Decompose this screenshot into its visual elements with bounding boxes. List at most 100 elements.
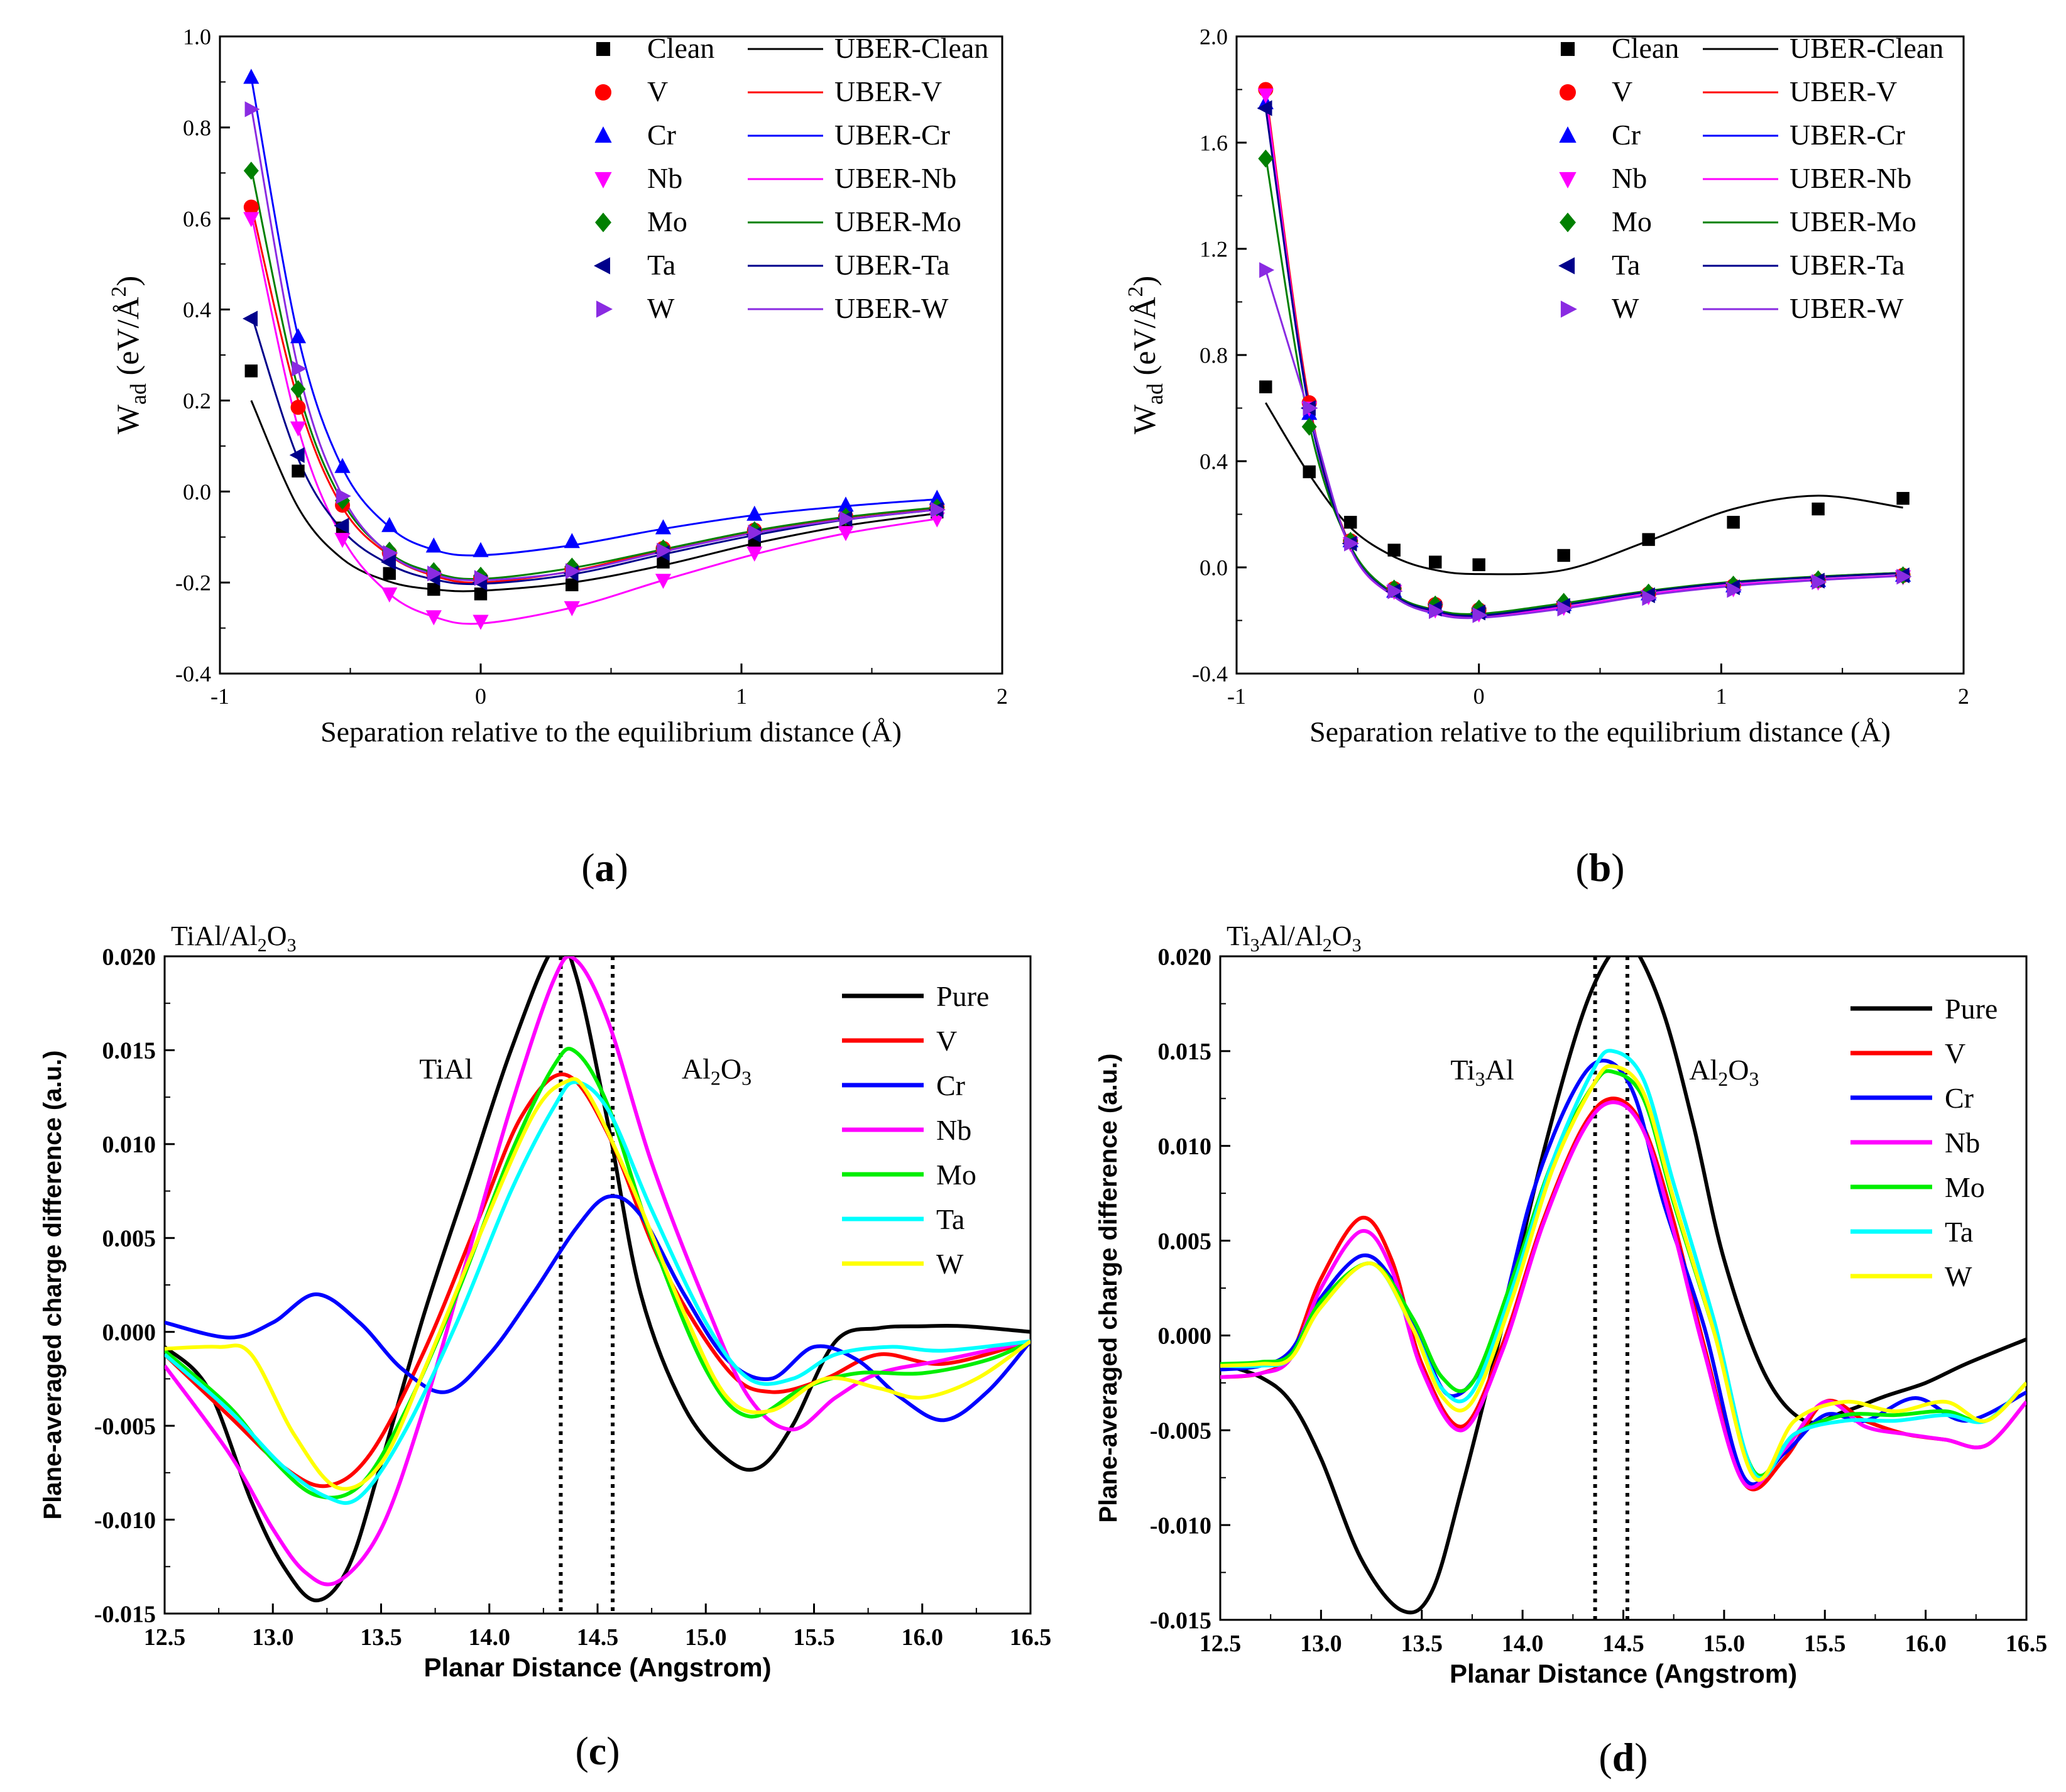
y-tick-label: 0.020 [1158,944,1212,970]
data-point-w [566,563,581,579]
legend-label: Pure [1945,993,1998,1025]
legend-label: UBER-Cr [1790,119,1905,151]
region-sub2: 3 [741,1066,752,1089]
data-point-clean [292,464,305,478]
legend-label: W [1612,292,1639,324]
x-axis-label: Separation relative to the equilibrium d… [320,716,902,748]
panel-label: (b) [1575,845,1624,890]
x-tick-label: 15.0 [685,1624,727,1651]
y-tick-label: 2.0 [1200,25,1228,50]
legend-label: Mo [936,1159,976,1191]
y-label-sub: ad [1142,383,1167,405]
y-tick-label: 0.4 [1200,449,1228,474]
x-tick-label: 13.0 [1300,1631,1342,1657]
y-label-angstrom: Å [110,297,145,320]
series-line-v [1220,1096,2026,1492]
region-label: Al2O3 [1689,1054,1759,1090]
data-point-clean [1344,515,1357,529]
x-tick-label: -1 [210,684,229,709]
legend-marker-mo [1560,212,1576,232]
y-label-sub: ad [126,383,151,405]
chart-title: Ti3Al/Al2O3 [1227,921,1362,956]
x-tick-label: 0 [475,684,486,709]
data-point-w [657,542,672,559]
plot-area [243,68,946,630]
series-line-w [165,1077,1030,1491]
plot-area [1257,82,1912,623]
legend-label: UBER-V [1790,75,1897,107]
data-point-cr [746,505,763,521]
data-point-mo [243,161,259,180]
title-end: O [267,921,287,951]
y-tick-label: 1.6 [1200,131,1228,156]
y-tick-label: 1.0 [183,25,211,50]
y-tick-label: 0.015 [102,1038,156,1064]
data-point-cr [425,537,442,553]
title-main: Ti [1227,921,1250,951]
x-tick-label: 16.5 [2006,1631,2048,1657]
panel-paren: ( [575,1729,588,1773]
legend-label: UBER-Mo [1790,205,1916,238]
data-point-clean [1387,544,1401,557]
chart-panel-d: 12.5 13.0 13.5 14.0 14.5 15.0 15.5 16.0 16.5 -0.0… [1095,921,2047,1779]
data-point-w [427,565,443,582]
data-point-nb [655,574,672,589]
region-main: TiAl [419,1052,473,1084]
y-label-sup: 2 [107,287,131,297]
legend-label: UBER-Ta [834,249,949,281]
y-label-sup: 2 [1124,287,1147,297]
data-point-cr [334,457,351,473]
panel-letter: b [1589,845,1612,890]
data-point-w [748,524,763,541]
data-point-clean [566,578,579,591]
y-tick-label: 0.6 [183,206,211,231]
data-point-clean [1303,465,1316,479]
y-tick-label: -0.010 [94,1507,156,1534]
legend-label: Nb [647,162,682,194]
x-tick-label: 13.5 [360,1624,402,1651]
y-tick-label: 0.8 [183,115,211,140]
panel-label: (a) [581,845,628,890]
chart-panel-c: 12.5 13.0 13.5 14.0 14.5 15.0 15.5 16.0 16.5 -0.0… [39,921,1051,1773]
y-tick-label: 0.0 [1200,555,1228,581]
legend-label: UBER-Mo [834,205,961,238]
panel-paren: ( [581,845,594,890]
y-tick-label: 0.010 [102,1132,156,1158]
data-point-nb [243,212,260,227]
data-point-w [244,101,260,117]
legend-label: Ta [1945,1216,1973,1248]
plot-frame [163,955,1032,1615]
x-tick-label: 15.5 [1804,1631,1846,1657]
y-tick-label: 0.000 [102,1319,156,1346]
data-point-nb [334,533,351,549]
y-tick-label: 1.2 [1200,237,1228,262]
region-end: O [721,1052,741,1084]
data-point-w [1642,590,1658,606]
region-sub: 3 [1475,1068,1485,1090]
legend-label: Clean [647,32,714,64]
data-point-clean [1642,533,1655,546]
legend-marker-cr [594,126,612,143]
y-tick-label: 0.2 [183,388,211,413]
title-sub2: 2 [1323,935,1332,956]
data-point-w [1429,603,1444,620]
data-point-clean [1896,491,1910,505]
data-point-cr [929,489,945,505]
data-point-ta [243,310,258,327]
data-point-nb [290,421,307,437]
data-point-ta [381,554,396,571]
title-main: TiAl/Al [171,921,258,951]
legend-label: V [1945,1037,1965,1069]
y-axis-label: Wad (eV/Å2) [1124,276,1167,434]
plot-area [1220,956,2026,1615]
data-point-clean [244,364,258,378]
data-point-w [336,488,351,505]
y-tick-label: -0.005 [1150,1418,1211,1445]
data-point-nb [473,615,489,630]
region-end: Al [1485,1054,1514,1086]
data-point-clean [1259,380,1272,393]
chart-panel-b: -1 0 1 2 -0.4 0.0 0.4 0.8 1.2 1.6 2.0 Separation re… [1124,25,1969,890]
x-tick-label: 15.0 [1703,1631,1746,1657]
data-point-cr [655,519,672,535]
legend-label: V [1612,75,1632,107]
